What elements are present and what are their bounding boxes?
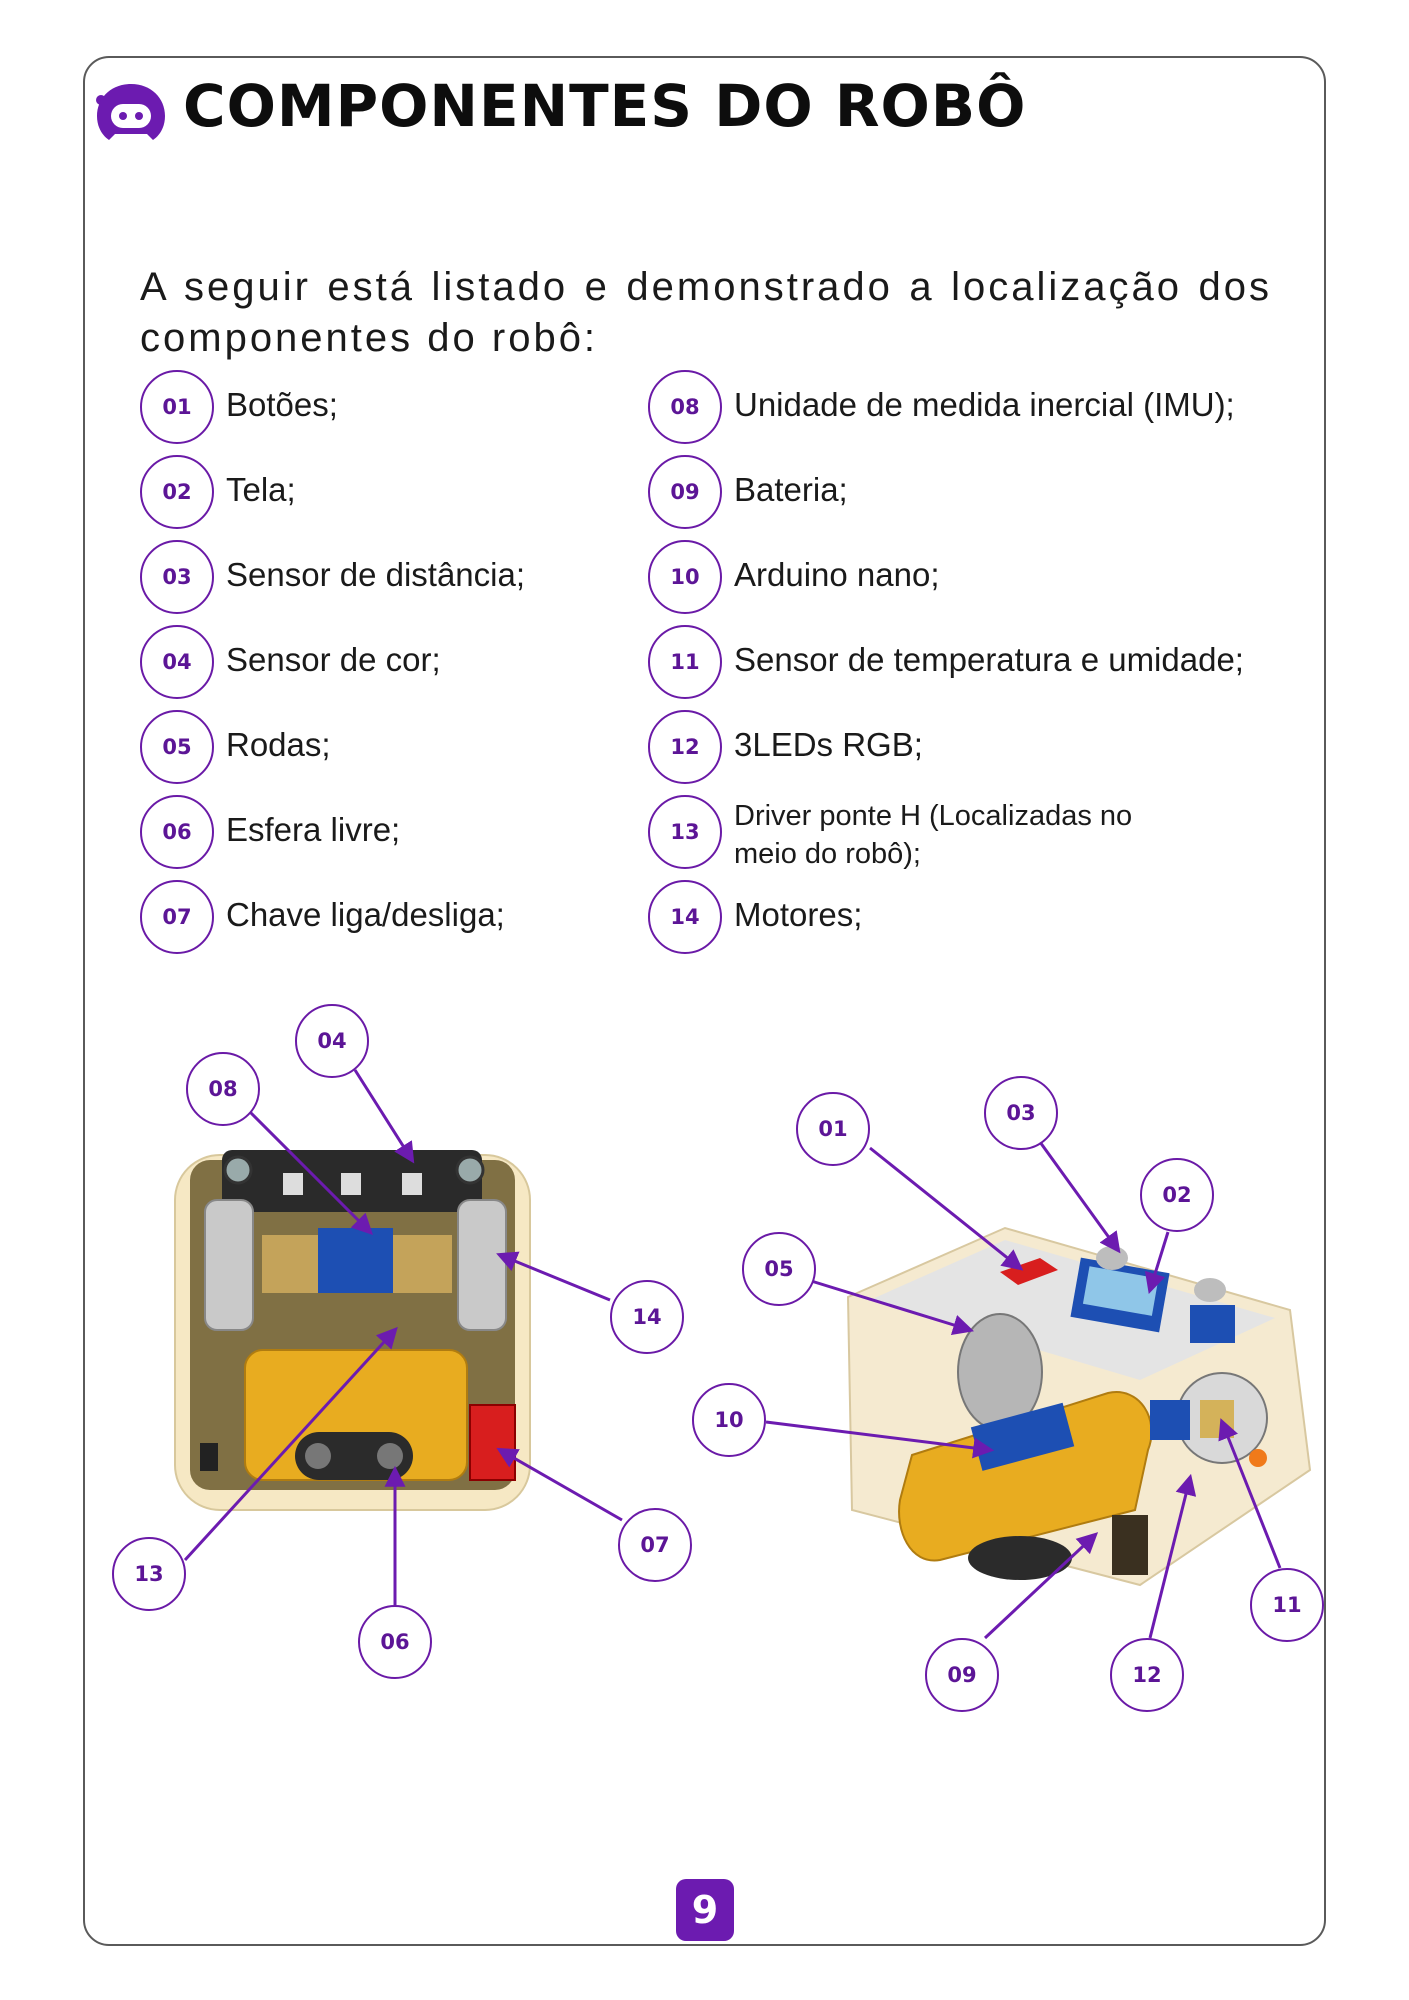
component-item: 07 Chave liga/desliga;	[140, 880, 600, 960]
callout-14: 14	[610, 1280, 684, 1354]
number-badge: 14	[648, 880, 722, 954]
number-badge: 01	[140, 370, 214, 444]
component-item: 04 Sensor de cor;	[140, 625, 600, 705]
component-item: 11 Sensor de temperatura e umidade;	[648, 625, 1308, 705]
page-number: 9	[676, 1879, 734, 1941]
component-label: Sensor de temperatura e umidade;	[734, 641, 1244, 678]
number-badge: 11	[648, 625, 722, 699]
number-badge: 04	[140, 625, 214, 699]
component-item: 05 Rodas;	[140, 710, 600, 790]
component-label: Unidade de medida inercial (IMU);	[734, 386, 1235, 423]
component-label: Chave liga/desliga;	[226, 896, 505, 933]
component-label: Bateria;	[734, 471, 848, 508]
intro-text: A seguir está listado e demonstrado a lo…	[140, 265, 1272, 360]
component-label: 3LEDs RGB;	[734, 726, 923, 763]
component-label: Motores;	[734, 896, 863, 933]
component-label: Esfera livre;	[226, 811, 401, 848]
component-item: 10 Arduino nano;	[648, 540, 1308, 620]
callout-10: 10	[692, 1383, 766, 1457]
component-item: 03 Sensor de distância;	[140, 540, 600, 620]
robot-head-icon	[96, 84, 165, 140]
callout-09: 09	[925, 1638, 999, 1712]
page-frame	[83, 56, 1326, 1946]
callout-02: 02	[1140, 1158, 1214, 1232]
component-label: Driver ponte H (Localizadas no meio do r…	[734, 800, 1133, 870]
number-badge: 03	[140, 540, 214, 614]
component-label: Rodas;	[226, 726, 331, 763]
component-label: Tela;	[226, 471, 296, 508]
callout-08: 08	[186, 1052, 260, 1126]
number-badge: 07	[140, 880, 214, 954]
component-item: 12 3LEDs RGB;	[648, 710, 1308, 790]
number-badge: 08	[648, 370, 722, 444]
page-title: COMPONENTES DO ROBÔ	[183, 72, 1027, 140]
component-item: 14 Motores;	[648, 880, 1308, 960]
callout-07: 07	[618, 1508, 692, 1582]
component-item: 08 Unidade de medida inercial (IMU);	[648, 370, 1308, 450]
callout-01: 01	[796, 1092, 870, 1166]
number-badge: 13	[648, 795, 722, 869]
component-label: Sensor de cor;	[226, 641, 441, 678]
number-badge: 12	[648, 710, 722, 784]
number-badge: 09	[648, 455, 722, 529]
callout-13: 13	[112, 1537, 186, 1611]
callout-06: 06	[358, 1605, 432, 1679]
callout-12: 12	[1110, 1638, 1184, 1712]
callout-05: 05	[742, 1232, 816, 1306]
callout-03: 03	[984, 1076, 1058, 1150]
number-badge: 05	[140, 710, 214, 784]
component-item: 09 Bateria;	[648, 455, 1308, 535]
number-badge: 06	[140, 795, 214, 869]
component-label: Sensor de distância;	[226, 556, 526, 593]
callout-11: 11	[1250, 1568, 1324, 1642]
number-badge: 10	[648, 540, 722, 614]
callout-04: 04	[295, 1004, 369, 1078]
component-item: 06 Esfera livre;	[140, 795, 600, 875]
component-item: 02 Tela;	[140, 455, 600, 535]
component-item: 13 Driver ponte H (Localizadas no meio d…	[648, 795, 1308, 875]
number-badge: 02	[140, 455, 214, 529]
component-label: Arduino nano;	[734, 556, 940, 593]
component-item: 01 Botões;	[140, 370, 600, 450]
component-label: Botões;	[226, 386, 338, 423]
